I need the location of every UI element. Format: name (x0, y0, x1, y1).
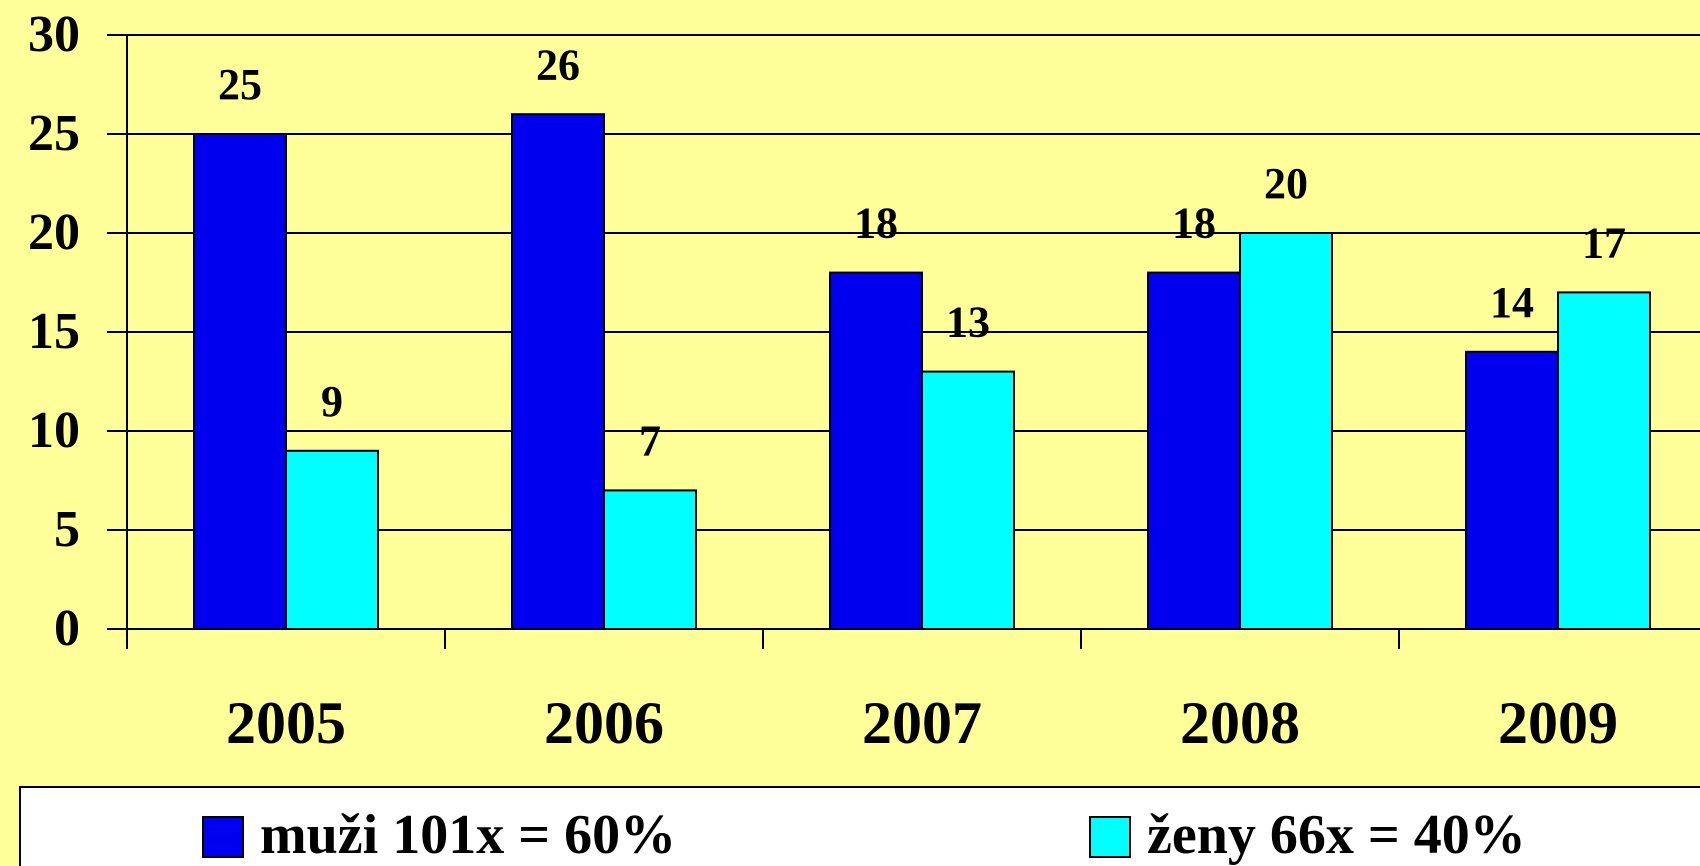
data-label: 17 (1582, 218, 1626, 267)
legend-swatch (1089, 816, 1131, 858)
legend-label: muži 101x = 60% (260, 804, 676, 866)
x-tick-label: 2009 (1498, 690, 1618, 756)
bar (1147, 271, 1241, 630)
data-label: 25 (218, 60, 262, 109)
y-tick-label: 15 (28, 303, 80, 360)
y-tick-label: 30 (28, 6, 80, 63)
data-label: 14 (1490, 278, 1534, 327)
bar (829, 271, 923, 630)
y-tick-label: 0 (54, 600, 80, 657)
bar (1239, 232, 1333, 630)
data-label: 7 (639, 416, 661, 465)
legend-label: ženy 66x = 40% (1147, 804, 1526, 866)
bar (285, 449, 379, 630)
data-label: 20 (1264, 159, 1308, 208)
bar (1465, 350, 1559, 630)
x-tick-label: 2005 (226, 690, 346, 756)
legend-swatch (202, 816, 244, 858)
x-tick-label: 2007 (862, 690, 982, 756)
data-label: 18 (854, 199, 898, 248)
y-tick-label: 25 (28, 105, 80, 162)
bar (921, 370, 1015, 630)
data-label: 18 (1172, 199, 1216, 248)
bar (1557, 291, 1651, 630)
data-label: 26 (536, 40, 580, 89)
bar (193, 133, 287, 630)
legend-box (19, 786, 1700, 866)
bar (603, 489, 697, 630)
y-tick-label: 20 (28, 204, 80, 261)
y-tick-label: 5 (54, 501, 80, 558)
x-tick-label: 2006 (544, 690, 664, 756)
y-tick-label: 10 (28, 402, 80, 459)
bar (511, 113, 605, 630)
x-tick-label: 2008 (1180, 690, 1300, 756)
data-label: 9 (321, 377, 343, 426)
data-label: 13 (946, 298, 990, 347)
